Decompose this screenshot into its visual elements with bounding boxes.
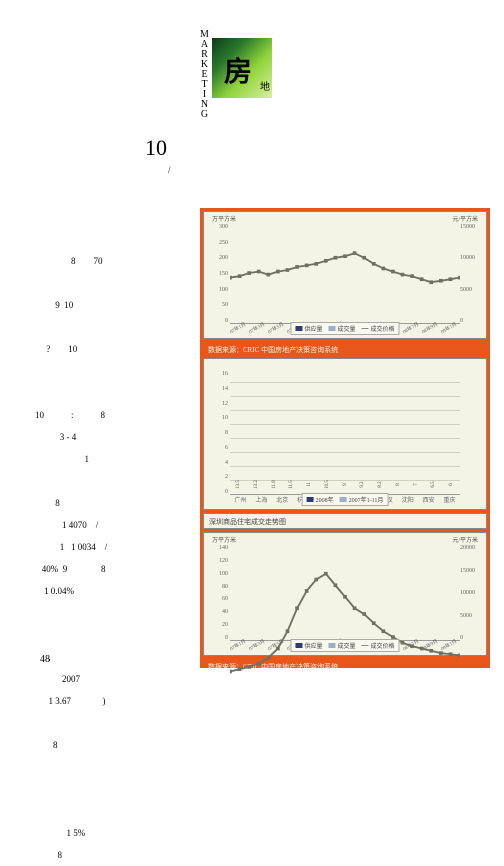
logo-sub-char: 地: [260, 78, 270, 93]
chart2-yticks-l: 1614121086420: [210, 371, 228, 495]
page-number: 48: [40, 654, 50, 665]
chart1-caption: 数据来源：CRIC 中国房地产决策咨询系统: [203, 342, 487, 358]
chart-3: 万平方米 元/平方米 140120100806040200 2000015000…: [203, 532, 487, 656]
charts-panel: 万平方米 元/平方米 300250200150100500 1500010000…: [200, 208, 490, 668]
chart3-legend: 供应量成交量成交价格: [290, 639, 399, 652]
chart3-bars: [230, 545, 460, 641]
chart-1: 万平方米 元/平方米 300250200150100500 1500010000…: [203, 211, 487, 339]
chart1-yticks-l: 300250200150100500: [210, 224, 228, 324]
chart3-caption: 数据来源：CRIC 中国房地产决策咨询系统: [203, 659, 487, 675]
body-text-column: 8 70 9 10 ? 10 10 : 8 3 - 4 1 8 1 4070 /…: [35, 250, 185, 866]
chart1-ylabel-right: 元/平方米: [452, 214, 478, 223]
chart2-bars: 13.513.211.811.51110.599.28.2876.56: [230, 371, 460, 495]
chart1-bars: [230, 224, 460, 324]
logo-vertical-text: MARKETING: [200, 30, 210, 120]
chart-2: 1614121086420 13.513.211.811.51110.599.2…: [203, 358, 487, 510]
chart1-ylabel-left: 万平方米: [212, 214, 236, 223]
chart3-ylabel-right: 元/平方米: [452, 535, 478, 544]
logo-main-char: 房: [224, 50, 252, 90]
chart2-legend: 2008年2007年1-11月: [302, 493, 389, 506]
chart3-yticks-l: 140120100806040200: [210, 545, 228, 641]
logo: MARKETING 房 地: [200, 30, 280, 110]
chart3-ylabel-left: 万平方米: [212, 535, 236, 544]
chart1-yticks-r: 150001000050000: [460, 224, 482, 324]
chart3-title: 深圳商品住宅成交走势图: [203, 513, 487, 529]
chart3-yticks-r: 20000150001000050000: [460, 545, 482, 641]
chart1-legend: 供应量成交量成交价格: [290, 322, 399, 335]
title-sub: /: [168, 165, 171, 175]
page-title: 10: [145, 135, 167, 161]
